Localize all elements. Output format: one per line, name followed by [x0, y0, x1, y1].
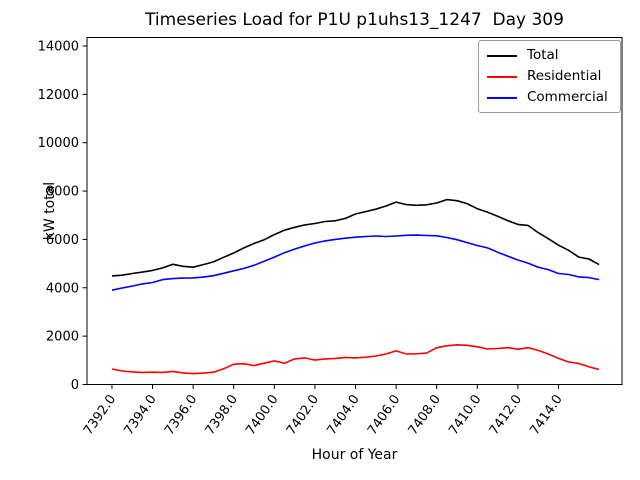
legend-item-residential: Residential — [487, 66, 612, 87]
chart-title: Timeseries Load for P1U p1uhs13_1247 Day… — [145, 10, 564, 30]
total-line-swatch — [487, 54, 517, 57]
x-tick-label: 7408.0 — [406, 392, 444, 438]
x-tick-label: 7406.0 — [365, 392, 403, 438]
x-tick-label: 7414.0 — [527, 392, 565, 438]
x-tick-label: 7412.0 — [487, 392, 525, 438]
x-tick-label: 7402.0 — [284, 392, 322, 438]
x-tick-label: 7404.0 — [324, 392, 362, 438]
x-tick-label: 7392.0 — [81, 392, 119, 438]
legend-label-commercial: Commercial — [527, 88, 608, 105]
axes-spines — [86, 37, 623, 385]
x-tick-label: 7394.0 — [121, 392, 159, 438]
y-tick-label: 2000 — [46, 330, 79, 345]
y-axis-label: kW total — [42, 181, 58, 241]
y-tick-label: 12000 — [38, 88, 79, 103]
legend-item-total: Total — [487, 45, 612, 66]
legend-label-total: Total — [527, 46, 559, 63]
x-axis-label: Hour of Year — [311, 447, 398, 463]
y-tick-label: 10000 — [38, 136, 79, 151]
commercial-line-swatch — [487, 96, 517, 99]
residential-line-swatch — [487, 75, 517, 78]
y-tick-label: 14000 — [38, 39, 79, 54]
series-line-residential — [111, 343, 600, 375]
legend-item-commercial: Commercial — [487, 87, 612, 108]
legend: Total Residential Commercial — [478, 40, 621, 113]
y-tick-label: 0 — [71, 378, 79, 393]
legend-label-residential: Residential — [527, 67, 602, 84]
x-tick-label: 7398.0 — [203, 392, 241, 438]
series-line-total — [111, 198, 600, 277]
x-tick-label: 7410.0 — [446, 392, 484, 438]
series-line-commercial — [111, 234, 600, 291]
y-tick-label: 4000 — [46, 281, 79, 296]
series-lines — [111, 198, 600, 375]
y-tick-label: 8000 — [46, 185, 79, 200]
y-tick-label: 6000 — [46, 233, 79, 248]
x-tick-label: 7400.0 — [243, 392, 281, 438]
x-tick-label: 7396.0 — [162, 392, 200, 438]
